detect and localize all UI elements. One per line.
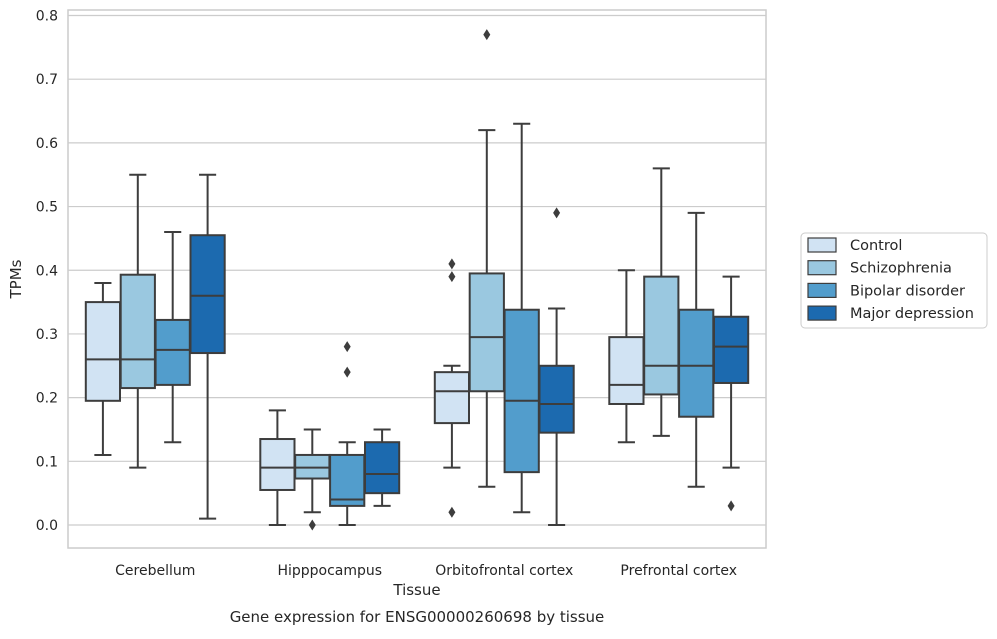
legend-label: Schizophrenia — [850, 261, 952, 277]
y-tick-label: 0.0 — [36, 518, 58, 534]
y-tick-label: 0.5 — [36, 200, 58, 216]
box-iqr — [433, 371, 471, 425]
box-iqr — [503, 308, 540, 474]
legend: Control Schizophrenia Bipolar disorder Majo… — [800, 232, 988, 329]
legend-swatch — [807, 305, 837, 321]
box-iqr — [712, 315, 750, 384]
box-iqr — [154, 318, 191, 386]
y-tick-label: 0.8 — [36, 9, 58, 25]
box-iqr — [84, 301, 122, 402]
box-outlier-point — [553, 207, 561, 219]
box-iqr — [189, 234, 226, 355]
legend-swatch — [807, 260, 837, 276]
legend-label: Major depression — [850, 306, 974, 322]
box-iqr — [643, 275, 680, 396]
legend-label: Bipolar disorder — [850, 283, 965, 299]
box-iqr — [608, 336, 645, 405]
box-iqr — [678, 308, 715, 418]
box-iqr — [363, 441, 401, 495]
x-tick-label: Orbitofrontal cortex — [435, 563, 573, 579]
box-iqr — [468, 272, 505, 393]
x-tick-label: Hipppocampus — [277, 563, 382, 579]
box-outlier-point — [343, 341, 351, 353]
legend-swatch — [807, 237, 837, 253]
legend-swatch — [807, 282, 837, 298]
chart-caption: Gene expression for ENSG00000260698 by t… — [230, 608, 605, 626]
x-axis-label: Tissue — [392, 581, 440, 599]
box-iqr — [538, 364, 575, 434]
box-outlier-point — [448, 271, 456, 283]
legend-label: Control — [850, 238, 902, 254]
y-axis-label: TPMs — [7, 259, 25, 299]
y-tick-labels: 0.0 0.1 0.2 0.3 0.4 0.5 0.6 0.7 0.8 — [36, 9, 58, 535]
box-outlier-point — [308, 519, 316, 531]
box-outlier-point — [448, 506, 456, 518]
x-tick-labels: Cerebellum Hipppocampus Orbitofrontal cort… — [115, 563, 737, 579]
box-outlier-point — [343, 366, 351, 378]
y-tick-label: 0.6 — [36, 136, 58, 152]
box-outlier-point — [727, 500, 735, 512]
box-iqr — [119, 273, 156, 390]
x-tick-label: Prefrontal cortex — [620, 563, 737, 579]
boxes — [84, 29, 750, 531]
box-outlier-point — [448, 258, 456, 270]
box-outlier-point — [483, 29, 491, 41]
y-tick-label: 0.3 — [36, 327, 58, 343]
y-tick-label: 0.4 — [36, 263, 58, 279]
box-iqr — [329, 453, 366, 507]
box-iqr — [259, 438, 296, 491]
legend-frame — [800, 232, 988, 329]
x-tick-label: Cerebellum — [115, 563, 195, 579]
plot-frame — [67, 9, 767, 549]
y-tick-label: 0.1 — [36, 454, 58, 470]
y-tick-label: 0.2 — [36, 391, 58, 407]
y-tick-label: 0.7 — [36, 72, 58, 88]
